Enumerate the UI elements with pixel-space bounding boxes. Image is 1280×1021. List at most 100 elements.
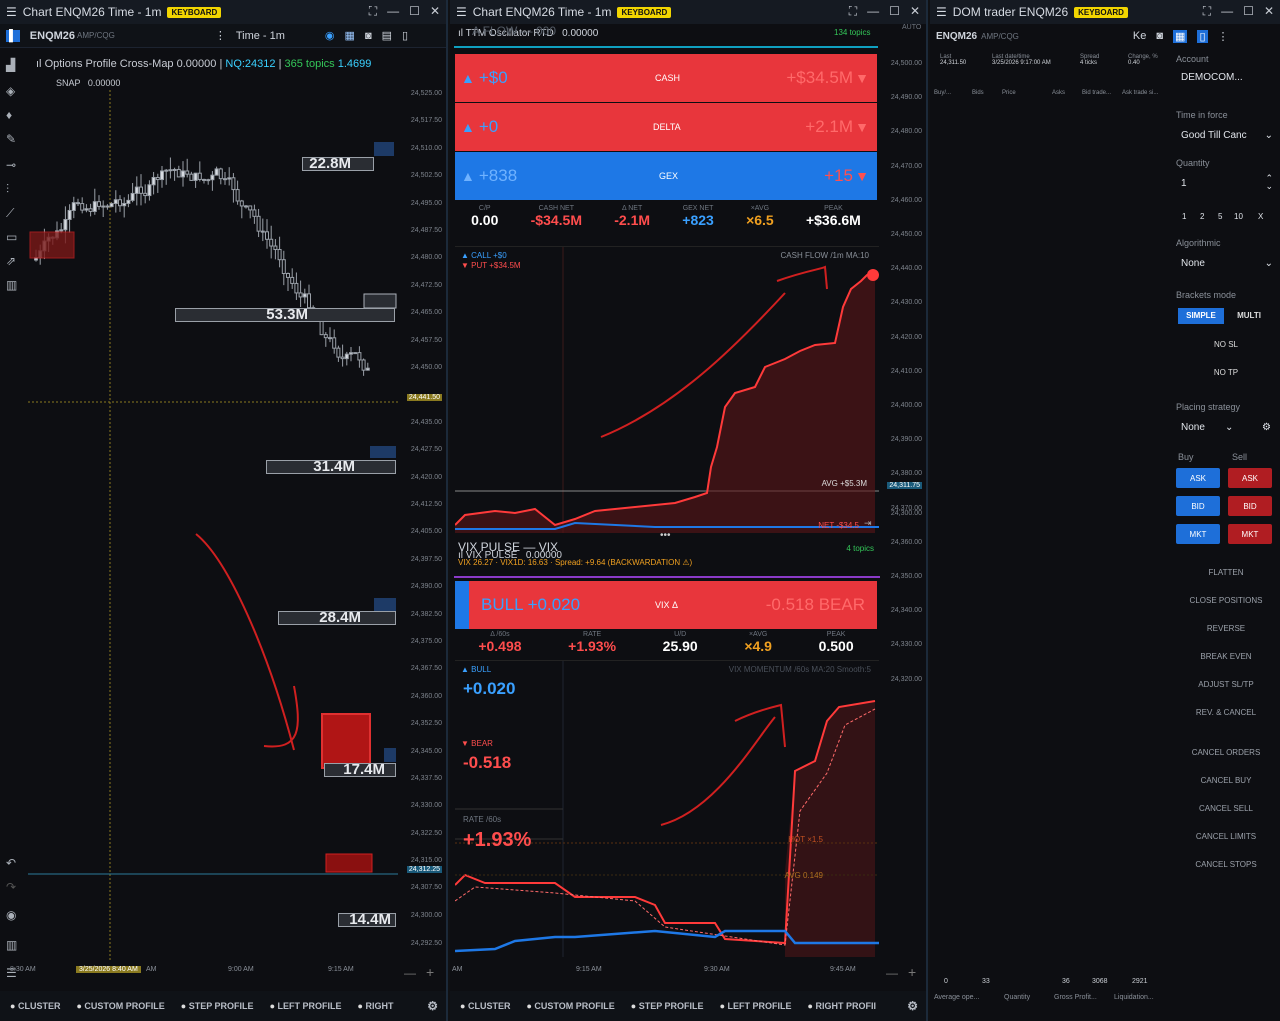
- buy-mkt-button[interactable]: MKT: [1176, 524, 1220, 544]
- auto-label[interactable]: AUTO: [902, 24, 922, 31]
- rectangle-icon[interactable]: ▭: [6, 230, 18, 244]
- undo-icon[interactable]: ↶: [6, 856, 17, 870]
- tab-cluster[interactable]: ● CLUSTER: [10, 1001, 61, 1011]
- notp-button[interactable]: NO TP: [1213, 368, 1239, 377]
- tab-left-profile[interactable]: ● LEFT PROFILE: [269, 1001, 342, 1011]
- maximize-icon[interactable]: ☐: [889, 4, 900, 18]
- layers-icon[interactable]: ◈: [6, 84, 16, 98]
- rev-cancel-button[interactable]: REV. & CANCEL: [1195, 708, 1257, 717]
- tab-step-profile[interactable]: ● STEP PROFILE: [180, 1001, 254, 1011]
- cancel-sell-button[interactable]: CANCEL SELL: [1199, 804, 1253, 813]
- qty-preset-5[interactable]: 5: [1218, 212, 1223, 221]
- sell-bid-button[interactable]: BID: [1228, 496, 1272, 516]
- lock-icon[interactable]: ◙: [1156, 30, 1164, 42]
- tab-left-profile[interactable]: ● LEFT PROFILE: [719, 1001, 792, 1011]
- buy-bid-button[interactable]: BID: [1176, 496, 1220, 516]
- close-icon[interactable]: ✕: [909, 4, 920, 18]
- cancel-orders-button[interactable]: CANCEL ORDERS: [1191, 748, 1261, 757]
- qty-preset-2[interactable]: 2: [1200, 212, 1205, 221]
- menu-icon[interactable]: ☰: [456, 5, 467, 19]
- alert-icon[interactable]: ♦: [6, 108, 13, 122]
- settings-icon[interactable]: ⚙: [907, 999, 918, 1013]
- close-icon[interactable]: ✕: [429, 4, 440, 18]
- multi-button[interactable]: MULTI: [1237, 311, 1261, 320]
- chart-type-icon[interactable]: ▟: [6, 58, 16, 72]
- tab-right-profii[interactable]: ● RIGHT PROFII: [807, 1001, 876, 1011]
- tab-custom-profile[interactable]: ● CUSTOM PROFILE: [526, 1001, 615, 1011]
- symbol[interactable]: ENQM26: [29, 29, 76, 42]
- time-axis[interactable]: AM 9:15 AM 9:30 AM 9:45 AM: [450, 962, 880, 976]
- layout-icon[interactable]: ▦: [1173, 29, 1188, 43]
- minimize-icon[interactable]: —: [387, 4, 400, 18]
- qty-preset-1[interactable]: 1: [1182, 212, 1187, 221]
- maximize-icon[interactable]: ☐: [1243, 4, 1254, 18]
- hline-icon[interactable]: ⊸: [6, 158, 17, 172]
- compass-icon[interactable]: ◉: [324, 30, 335, 42]
- break-even-button[interactable]: BREAK EVEN: [1200, 652, 1252, 661]
- cancel-stops-button[interactable]: CANCEL STOPS: [1195, 860, 1257, 869]
- splitter-dots[interactable]: •••: [660, 530, 671, 541]
- redo-icon[interactable]: ↷: [6, 880, 17, 894]
- placing-select[interactable]: None ⌄ ⚙: [1181, 422, 1273, 433]
- account-select[interactable]: DEMOCOM...: [1181, 72, 1243, 83]
- expand-icon[interactable]: ⛶: [848, 4, 858, 18]
- settings-icon[interactable]: ⚙: [1262, 422, 1271, 433]
- zoom-in-icon[interactable]: +: [426, 964, 435, 980]
- price-axis[interactable]: 24,525.00 24,517.50 24,510.00 24,502.50 24,4…: [400, 48, 446, 981]
- layout-icon[interactable]: ▦: [344, 30, 355, 42]
- reverse-button[interactable]: REVERSE: [1206, 624, 1246, 633]
- more-icon[interactable]: ⋮: [1217, 30, 1229, 43]
- text-tool-icon[interactable]: ▥: [6, 278, 18, 292]
- lock-icon[interactable]: ◙: [364, 29, 372, 42]
- menu-icon[interactable]: ☰: [936, 5, 947, 19]
- sidebar-toggle-icon[interactable]: ▌: [6, 29, 20, 42]
- toolbox-icon[interactable]: ▤: [381, 30, 392, 42]
- eye-icon[interactable]: ◉: [6, 908, 17, 922]
- symbol[interactable]: ENQM26: [936, 30, 978, 42]
- close-icon[interactable]: ✕: [1263, 4, 1274, 18]
- stepper-icon[interactable]: ⌃ ⌄: [1265, 173, 1273, 191]
- zoom-out-icon[interactable]: —: [404, 966, 416, 980]
- qty-preset-10[interactable]: 10: [1234, 212, 1243, 221]
- sell-ask-button[interactable]: ASK: [1228, 468, 1272, 488]
- cancel-buy-button[interactable]: CANCEL BUY: [1200, 776, 1252, 785]
- expand-icon[interactable]: ⛶: [368, 4, 378, 18]
- close-positions-button[interactable]: CLOSE POSITIONS: [1189, 596, 1263, 605]
- time-axis[interactable]: 8:30 AM 3/25/2026 8:40 AM AM 9:00 AM 9:15 AM: [0, 962, 400, 976]
- panel-icon[interactable]: ▯: [1197, 29, 1208, 43]
- algo-select[interactable]: None ⌄: [1181, 258, 1273, 269]
- trash-icon[interactable]: ▥: [6, 938, 18, 952]
- more-icon[interactable]: ⋮: [214, 30, 226, 42]
- menu-icon[interactable]: ☰: [6, 5, 17, 19]
- timeframe-select[interactable]: Time - 1m: [235, 29, 285, 42]
- simple-button[interactable]: SIMPLE: [1178, 308, 1224, 324]
- flatten-button[interactable]: FLATTEN: [1208, 568, 1244, 577]
- maximize-icon[interactable]: ☐: [409, 4, 420, 18]
- buy-ask-button[interactable]: ASK: [1176, 468, 1220, 488]
- expand-handle-icon[interactable]: ⇥: [864, 518, 872, 528]
- tab-custom-profile[interactable]: ● CUSTOM PROFILE: [76, 1001, 165, 1011]
- cancel-limits-button[interactable]: CANCEL LIMITS: [1195, 832, 1257, 841]
- list-icon[interactable]: ☰: [6, 966, 17, 980]
- qty-preset-x[interactable]: X: [1258, 212, 1264, 221]
- qty-input[interactable]: 1 ⌃ ⌄: [1181, 174, 1273, 191]
- tif-select[interactable]: Good Till Canc ⌄: [1181, 130, 1273, 141]
- keyboard-label[interactable]: Ke: [1132, 30, 1147, 42]
- minimize-icon[interactable]: —: [1221, 4, 1234, 18]
- expand-icon[interactable]: ⛶: [1202, 4, 1212, 18]
- adjust-sl-tp-button[interactable]: ADJUST SL/TP: [1198, 680, 1254, 689]
- sell-mkt-button[interactable]: MKT: [1228, 524, 1272, 544]
- minimize-icon[interactable]: —: [867, 4, 880, 18]
- zoom-in-icon[interactable]: +: [908, 964, 917, 980]
- panel-icon[interactable]: ▯: [402, 30, 409, 42]
- zoom-out-icon[interactable]: —: [886, 966, 898, 980]
- settings-icon[interactable]: ⚙: [427, 999, 438, 1013]
- nosl-button[interactable]: NO SL: [1213, 340, 1238, 349]
- trendline-icon[interactable]: ⟋: [6, 206, 15, 220]
- price-axis[interactable]: 24,500.00 24,490.00 24,480.00 24,470.00 24,4…: [882, 48, 926, 981]
- tab-cluster[interactable]: ● CLUSTER: [460, 1001, 511, 1011]
- pencil-icon[interactable]: ✎: [6, 132, 17, 146]
- tab-right[interactable]: ● RIGHT: [357, 1001, 394, 1011]
- candlestick-chart[interactable]: [28, 90, 398, 960]
- tab-step-profile[interactable]: ● STEP PROFILE: [630, 1001, 704, 1011]
